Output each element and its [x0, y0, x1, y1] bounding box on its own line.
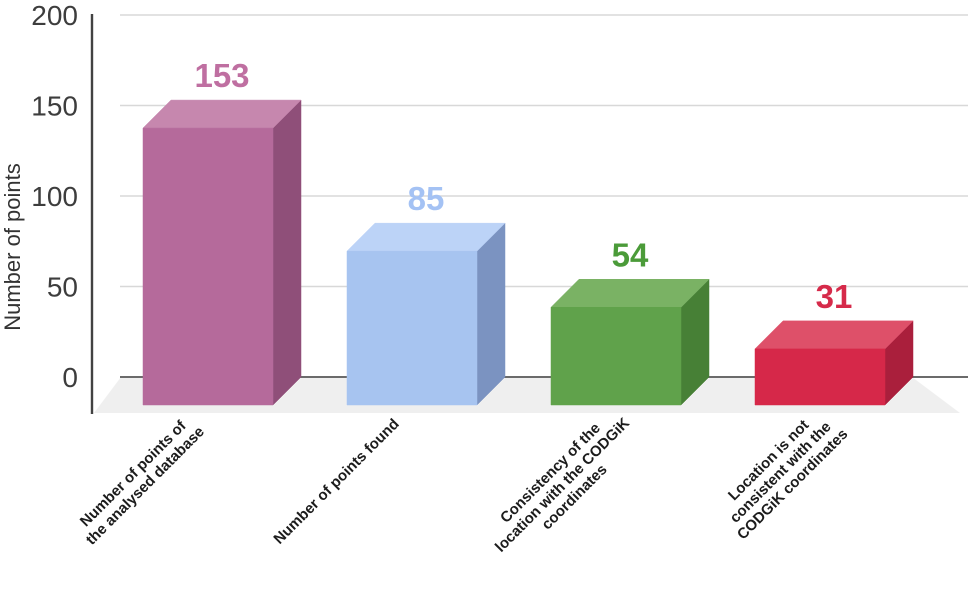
bar-3-face-front — [550, 307, 682, 406]
bar-2-face-side — [476, 222, 506, 406]
x-category-label-group-1: Number of points ofthe analysed database — [71, 411, 208, 549]
x-category-label-group-4: Location is notconsistent with theCODGiK… — [710, 402, 852, 544]
bar-1-face-side — [272, 99, 302, 406]
bar-4-face-top — [754, 320, 914, 350]
x-category-label-group-2: Number of points found — [270, 416, 402, 548]
y-axis-title: Number of points — [0, 163, 25, 331]
y-tick-label-0: 0 — [62, 362, 78, 393]
chart-floor — [94, 377, 960, 413]
x-category-label-3: Consistency of thelocation with the CODG… — [480, 402, 645, 567]
bar-4-value-label: 31 — [816, 278, 853, 315]
x-category-label-4: Location is notconsistent with theCODGiK… — [710, 402, 852, 544]
bar-4-face-front — [754, 348, 886, 406]
x-category-label-group-3: Consistency of thelocation with the CODG… — [480, 402, 645, 567]
y-tick-label-50: 50 — [47, 272, 78, 303]
bar-2-face-front — [346, 250, 478, 406]
bar-2-face-top — [346, 222, 506, 252]
y-tick-label-100: 100 — [31, 181, 78, 212]
bar-3-value-label: 54 — [612, 236, 649, 273]
bar-3-face-top — [550, 279, 710, 308]
bar-1-face-top — [142, 99, 302, 129]
bar-1-face-front — [142, 127, 274, 406]
bar-1-value-label: 153 — [194, 57, 249, 94]
y-tick-label-150: 150 — [31, 91, 78, 122]
bar-2-value-label: 85 — [408, 180, 445, 217]
x-category-label-1: Number of points ofthe analysed database — [71, 411, 208, 548]
y-tick-label-200: 200 — [31, 0, 78, 31]
x-category-label-2: Number of points found — [270, 416, 402, 548]
